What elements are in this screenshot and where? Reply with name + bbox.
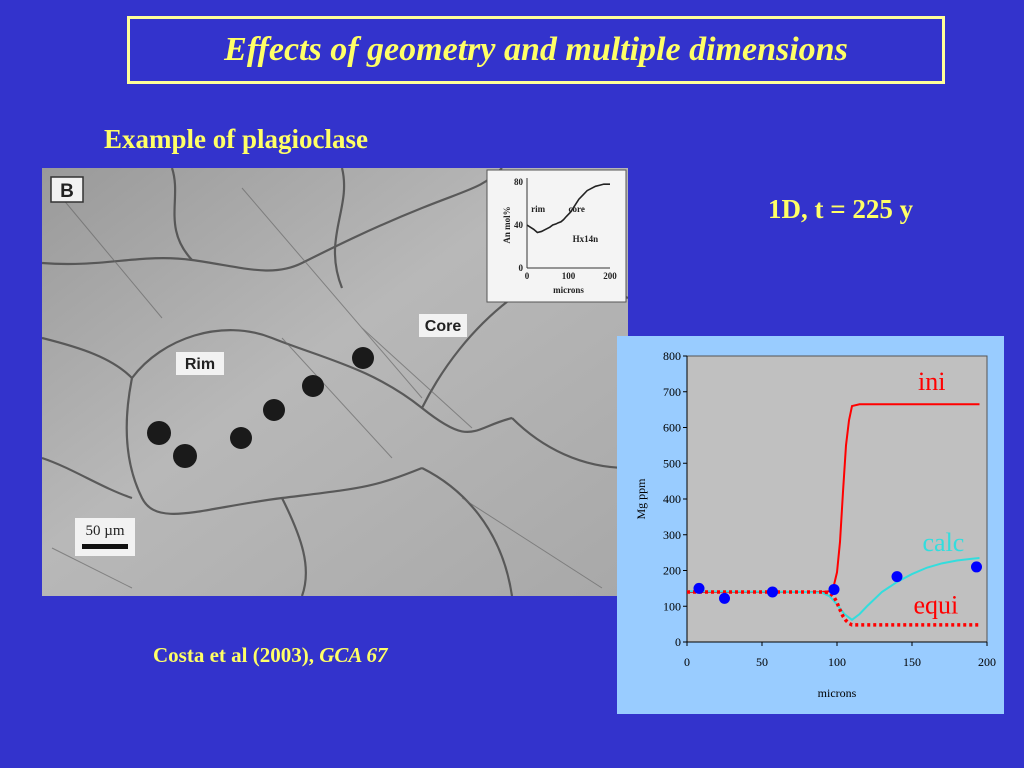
core-label: Core <box>425 318 462 335</box>
data-point <box>971 561 982 573</box>
mg-profile-chart: 0 100 200 300 400 500 600 700 800 0 50 100 150 200 mic… <box>634 349 996 700</box>
x-tick-label: 100 <box>828 655 846 669</box>
rim-label-box <box>176 352 224 375</box>
laser-pit <box>173 444 197 468</box>
panel-letter-box <box>50 176 84 203</box>
slide-title: Effects of geometry and multiple dimensi… <box>224 31 848 68</box>
plagioclase-micrograph: B Rim Core 50 µm 80 40 00 100 200 An mol% micr… <box>42 168 628 596</box>
laser-pits <box>147 347 374 468</box>
x-tick-label: 200 <box>978 655 996 669</box>
y-tick-label: 300 <box>663 528 681 542</box>
inset-core-label: core <box>569 204 585 214</box>
chart-panel: 0 100 200 300 400 500 600 700 800 0 50 100 150 200 mic… <box>617 336 1004 714</box>
y-tick-label: 800 <box>663 349 681 363</box>
x-tick-label: 50 <box>756 655 768 669</box>
inset-y-tick: 80 <box>514 177 524 187</box>
inset-rim-label: rim <box>531 204 545 214</box>
inset-profile-line <box>526 183 610 234</box>
y-tick-label: 100 <box>663 599 681 613</box>
y-tick-label: 0 <box>675 635 681 649</box>
plot-area <box>686 355 988 643</box>
inset-y-label: An mol% <box>502 206 512 243</box>
simulation-condition: 1D, t = 225 y <box>768 194 914 224</box>
y-tick-label: 600 <box>663 421 681 435</box>
scale-bar <box>82 544 128 549</box>
inset-y-tick: 0 <box>519 263 524 273</box>
scale-bar-box <box>75 518 135 556</box>
series-calc-line <box>686 556 980 622</box>
inset-y-tick: 40 <box>514 220 524 230</box>
inset-x-tick: 200 <box>603 271 617 281</box>
inset-x-label: microns <box>553 285 584 295</box>
citation-journal: GCA 67 <box>319 643 388 667</box>
y-axis-title: Mg ppm <box>634 478 648 520</box>
laser-pit <box>230 427 252 449</box>
rim-label: Rim <box>185 356 215 373</box>
annotation-equi: equi <box>914 590 959 619</box>
slide-subtitle: Example of plagioclase <box>104 124 368 154</box>
y-tick-label: 500 <box>663 456 681 470</box>
inset-x-tick: 0 <box>525 271 530 281</box>
data-point <box>828 583 840 595</box>
y-tick-label: 400 <box>663 492 681 506</box>
annotation-ini: ini <box>918 367 945 396</box>
inset-profile-box <box>486 169 627 303</box>
laser-pit <box>352 347 374 369</box>
data-point <box>767 586 778 598</box>
title-box: Effects of geometry and multiple dimensi… <box>127 16 945 84</box>
series-equi-line <box>687 590 980 627</box>
inset-sample-label: Hx14n <box>573 234 599 244</box>
scale-bar-label: 50 µm <box>85 523 124 539</box>
data-point <box>891 571 903 583</box>
laser-pit <box>302 375 324 397</box>
citation-authors: Costa et al (2003), <box>153 643 320 667</box>
x-axis-title: microns <box>818 686 857 700</box>
grain-boundaries <box>42 168 628 596</box>
panel-letter: B <box>60 181 74 202</box>
x-tick-label: 150 <box>903 655 921 669</box>
laser-pit <box>263 399 285 421</box>
x-tick-label: 0 <box>684 655 690 669</box>
citation: Costa et al (2003), GCA 67 <box>153 643 388 668</box>
y-tick-label: 200 <box>663 564 681 578</box>
data-point <box>693 582 705 594</box>
core-label-box <box>419 314 467 337</box>
y-tick-label: 700 <box>663 385 681 399</box>
inset-x-tick: 100 <box>562 271 576 281</box>
annotation-calc: calc <box>923 528 965 557</box>
laser-pit <box>147 421 171 445</box>
data-point <box>719 592 730 604</box>
inset-profile-plot: 80 40 00 100 200 An mol% microns rim core Hx14n <box>502 177 617 295</box>
